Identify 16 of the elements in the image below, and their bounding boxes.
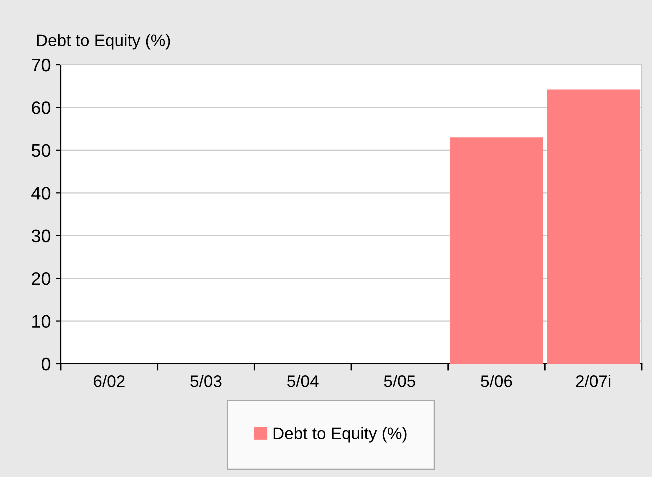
x-tick-label: 5/05 [384,375,416,388]
x-tick-label: 5/04 [288,375,319,388]
y-axis-title: Debt to Equity (%) [37,34,170,50]
x-tick-label: 5/03 [190,375,222,388]
x-tick-label: 5/06 [481,375,512,388]
y-tick-label: 20 [32,272,51,286]
y-tick-label: 60 [32,102,51,114]
y-tick-label: 40 [32,187,51,200]
y-tick-label: 0 [42,358,51,371]
y-tick-label: 10 [32,315,51,328]
x-tick-label: 2/07i [576,375,611,388]
legend-label: Debt to Equity (%) [274,427,407,443]
x-tick-label: 6/02 [94,375,125,388]
y-tick-label: 70 [32,58,51,72]
y-tick-label: 30 [32,230,51,243]
y-tick-label: 50 [32,144,51,158]
